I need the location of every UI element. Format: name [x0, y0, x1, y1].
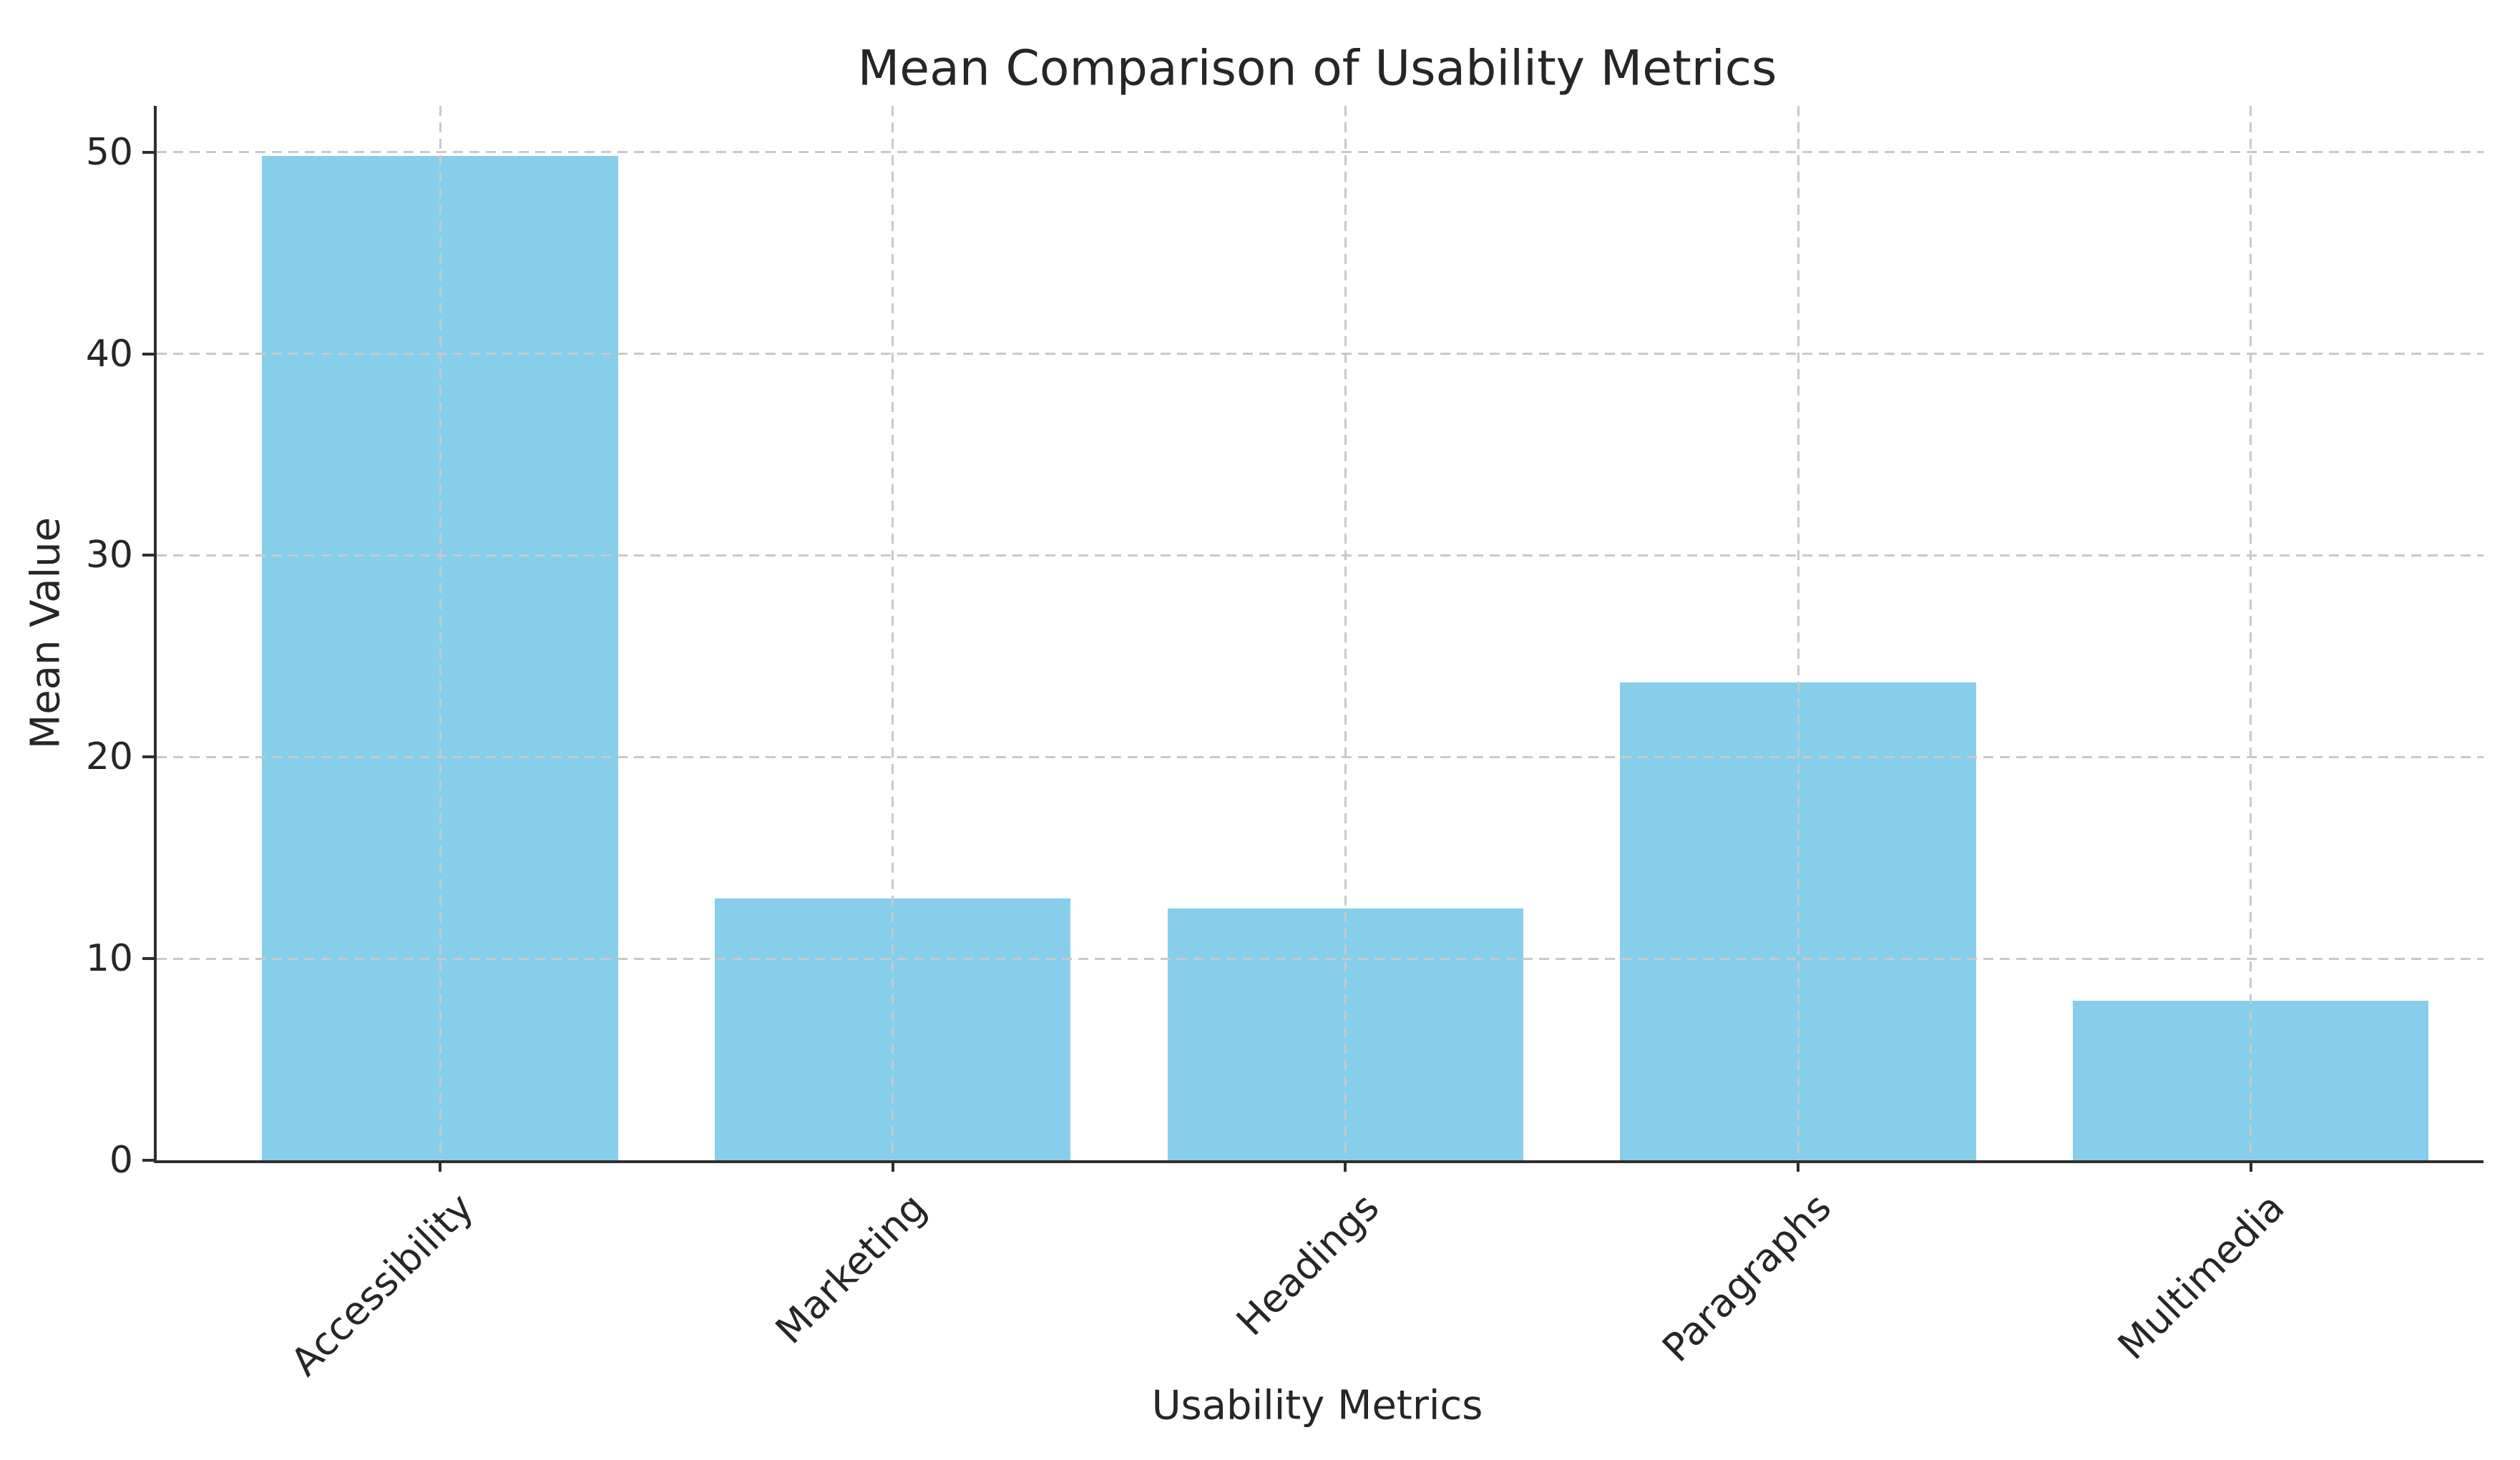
x-tick-mark: [1797, 1160, 1800, 1172]
x-tick-mark: [891, 1160, 894, 1172]
y-tick-mark: [142, 554, 154, 557]
plot-area: [142, 106, 2484, 1172]
y-tick-mark: [142, 957, 154, 961]
x-tick-label: Accessibility: [282, 1185, 482, 1385]
x-tick-label: Headings: [1227, 1185, 1387, 1345]
y-tick-mark: [142, 150, 154, 154]
y-tick-label: 50: [85, 130, 133, 174]
x-tick-label: Multimedia: [2109, 1185, 2293, 1368]
y-tick-mark: [142, 1159, 154, 1162]
x-tick-mark: [2249, 1160, 2252, 1172]
x-tick-mark: [439, 1160, 442, 1172]
chart-title: Mean Comparison of Usability Metrics: [857, 40, 1777, 97]
x-tick-label: Paragraphs: [1654, 1185, 1840, 1371]
x-tick-label: Marketing: [766, 1185, 935, 1353]
y-tick-mark: [142, 352, 154, 356]
y-tick-label: 20: [85, 735, 133, 779]
y-tick-label: 40: [85, 332, 133, 376]
y-tick-label: 0: [109, 1139, 133, 1182]
y-tick-mark: [142, 755, 154, 759]
x-tick-mark: [1344, 1160, 1347, 1172]
ticks-layer: [142, 106, 2484, 1172]
x-axis-label: Usability Metrics: [1151, 1382, 1483, 1429]
y-tick-label: 10: [85, 937, 133, 981]
y-tick-label: 30: [85, 534, 133, 577]
